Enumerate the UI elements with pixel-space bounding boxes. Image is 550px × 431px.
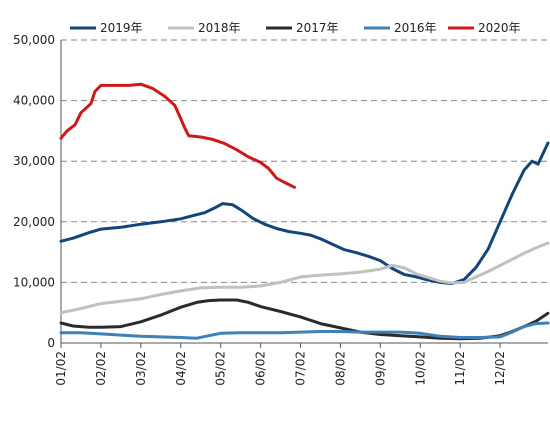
series-line-3: [59, 321, 550, 340]
series-line-4: [59, 82, 296, 189]
y-tick-label: 10,000: [13, 275, 55, 289]
x-tick-label: 08/02: [333, 351, 347, 386]
y-tick-label: 20,000: [13, 215, 55, 229]
x-tick-label: 01/02: [54, 351, 68, 386]
legend-label-1: 2018年: [198, 21, 241, 35]
y-tick-label: 0: [47, 336, 55, 350]
x-tick-label: 05/02: [214, 351, 228, 386]
x-tick-label: 09/02: [373, 351, 387, 386]
x-tick-label: 11/02: [453, 351, 467, 386]
gridlines: [61, 39, 548, 283]
series-line-1: [59, 241, 550, 315]
series-line-0: [59, 141, 550, 286]
legend-label-4: 2020年: [478, 21, 521, 35]
y-tick-label: 40,000: [13, 94, 55, 108]
y-tick-label: 30,000: [13, 154, 55, 168]
x-tick-label: 10/02: [413, 351, 427, 386]
x-tick-label: 03/02: [134, 351, 148, 386]
legend-label-2: 2017年: [296, 21, 339, 35]
series-lines: [59, 82, 550, 341]
legend: 2019年 2018年 2017年 2016年 2020年: [70, 21, 521, 35]
legend-label-3: 2016年: [394, 21, 437, 35]
legend-label-0: 2019年: [100, 21, 143, 35]
y-tick-label: 50,000: [13, 33, 55, 47]
x-tick-label: 02/02: [94, 351, 108, 386]
x-tick-label: 04/02: [174, 351, 188, 386]
x-tick-label: 07/02: [294, 351, 308, 386]
x-tick-label: 12/02: [493, 351, 507, 386]
x-tick-label: 06/02: [254, 351, 268, 386]
axes: 0 10,000 20,000 30,000 40,000 50,000 01/02 02/0…: [13, 33, 548, 386]
